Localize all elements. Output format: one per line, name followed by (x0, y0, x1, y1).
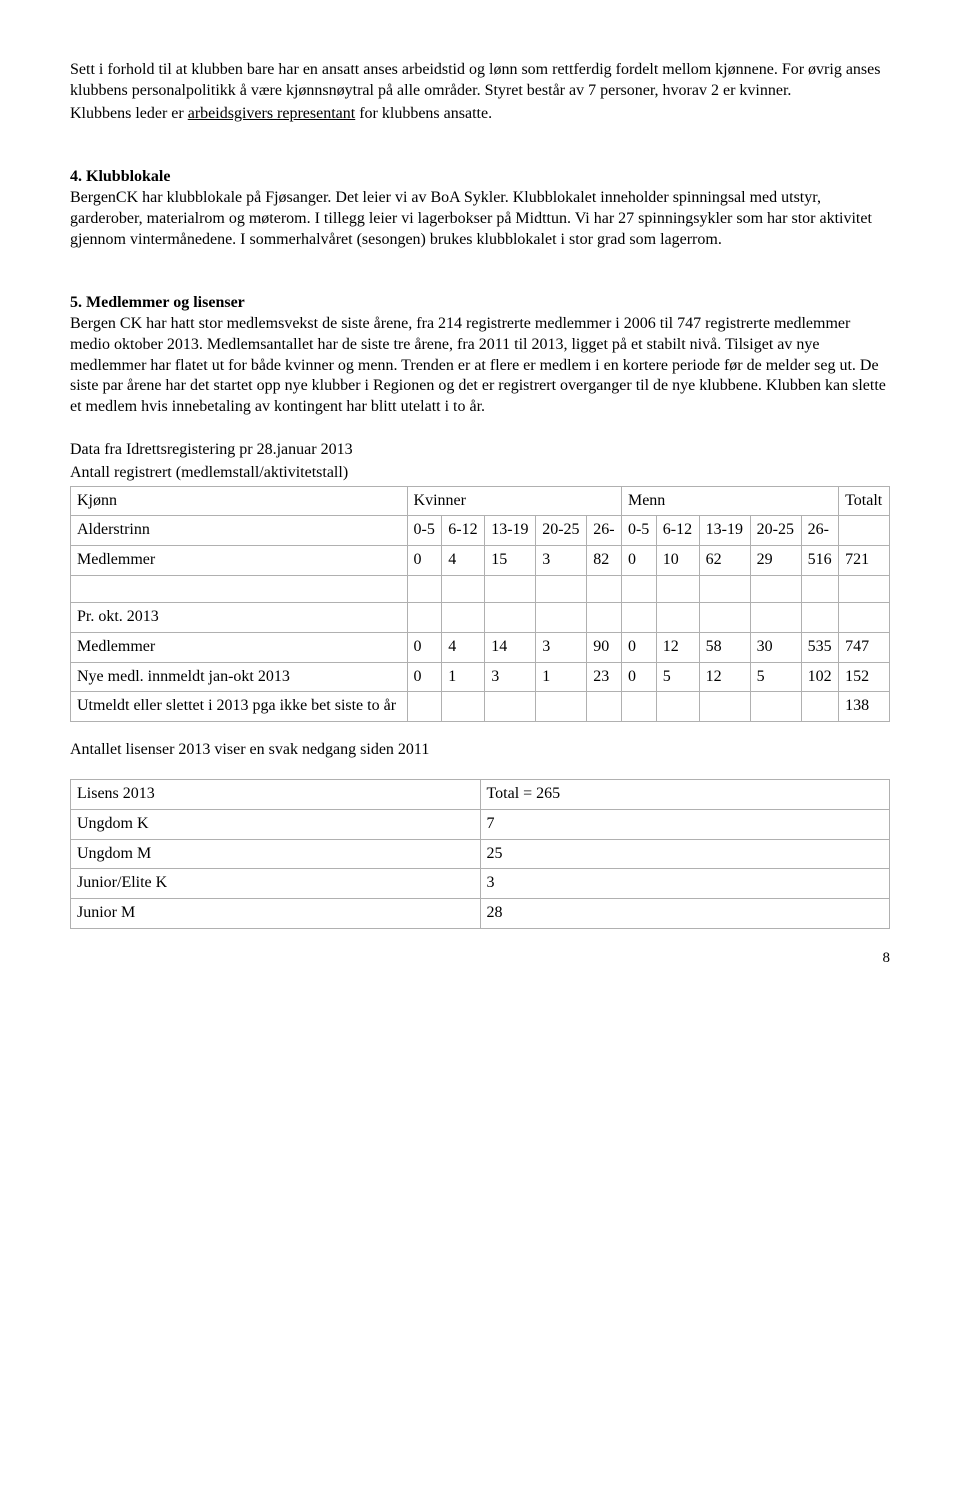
section-4-block: 4. Klubblokale BergenCK har klubblokale … (70, 167, 890, 250)
table-row: Nye medl. innmeldt jan-okt 2013 0 1 3 1 … (71, 662, 890, 692)
table-row: Ungdom K 7 (71, 809, 890, 839)
license-table: Lisens 2013 Total = 265 Ungdom K 7 Ungdo… (70, 779, 890, 929)
table-row: Alderstrinn 0-5 6-12 13-19 20-25 26- 0-5… (71, 516, 890, 546)
table-row: Medlemmer 0 4 15 3 82 0 10 62 29 516 721 (71, 546, 890, 576)
section-4-body: BergenCK har klubblokale på Fjøsanger. D… (70, 189, 872, 248)
section-4-heading: 4. Klubblokale (70, 168, 170, 185)
section-5-block: 5. Medlemmer og lisenser Bergen CK har h… (70, 293, 890, 418)
table-row: Ungdom M 25 (71, 839, 890, 869)
mid-line: Antallet lisenser 2013 viser en svak ned… (70, 740, 890, 761)
table-row: Lisens 2013 Total = 265 (71, 779, 890, 809)
page-number: 8 (70, 949, 890, 969)
table-row: Utmeldt eller slettet i 2013 pga ikke be… (71, 692, 890, 722)
membership-table: Kjønn Kvinner Menn Totalt Alderstrinn 0-… (70, 486, 890, 723)
table1-caption-line1: Data fra Idrettsregistering pr 28.januar… (70, 440, 890, 461)
table-row: Junior M 28 (71, 899, 890, 929)
section-5-body: Bergen CK har hatt stor medlemsvekst de … (70, 315, 886, 415)
intro-paragraph-2: Klubbens leder er arbeidsgivers represen… (70, 104, 890, 125)
table-row: Pr. okt. 2013 (71, 602, 890, 632)
table-row: Medlemmer 0 4 14 3 90 0 12 58 30 535 747 (71, 632, 890, 662)
table-row: Kjønn Kvinner Menn Totalt (71, 486, 890, 516)
table-row-empty (71, 575, 890, 602)
section-5-heading: 5. Medlemmer og lisenser (70, 294, 245, 311)
table1-caption-line2: Antall registrert (medlemstall/aktivitet… (70, 463, 890, 484)
table-row: Junior/Elite K 3 (71, 869, 890, 899)
intro-paragraph-block: Sett i forhold til at klubben bare har e… (70, 60, 890, 124)
underlined-phrase: arbeidsgivers representant (188, 105, 355, 122)
intro-paragraph-1: Sett i forhold til at klubben bare har e… (70, 60, 890, 102)
